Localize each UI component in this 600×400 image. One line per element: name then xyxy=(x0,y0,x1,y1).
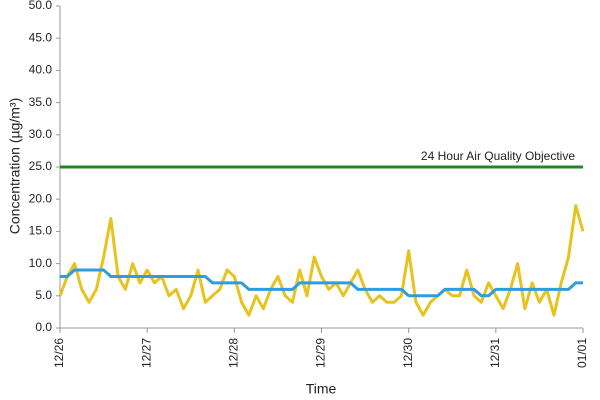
y-tick-label: 35.0 xyxy=(29,95,53,109)
series-line xyxy=(58,204,585,317)
y-tick-label: 30.0 xyxy=(29,127,53,141)
y-tick-label: 15.0 xyxy=(29,224,53,238)
y-tick-label: 5.0 xyxy=(35,288,52,302)
y-tick-label: 50.0 xyxy=(29,0,53,12)
y-tick-label: 45.0 xyxy=(29,30,53,44)
x-tick-label: 12/30 xyxy=(401,338,415,368)
y-tick-label: 25.0 xyxy=(29,159,53,173)
y-tick-label: 0.0 xyxy=(35,320,52,334)
x-tick-label: 01/01 xyxy=(575,338,589,368)
series-line xyxy=(60,268,583,298)
x-tick-label: 12/29 xyxy=(314,338,328,368)
y-tick-label: 20.0 xyxy=(29,191,53,205)
x-tick-label: 12/26 xyxy=(52,338,66,368)
x-axis-label: Time xyxy=(306,381,337,397)
x-tick-label: 12/28 xyxy=(227,338,241,368)
objective-label: 24 Hour Air Quality Objective xyxy=(421,149,575,163)
x-tick-label: 12/27 xyxy=(139,338,153,368)
y-tick-label: 40.0 xyxy=(29,63,53,77)
y-axis-label: Concentration (µg/m³) xyxy=(7,98,23,234)
y-tick-label: 10.0 xyxy=(29,256,53,270)
x-tick-label: 12/31 xyxy=(488,338,502,368)
